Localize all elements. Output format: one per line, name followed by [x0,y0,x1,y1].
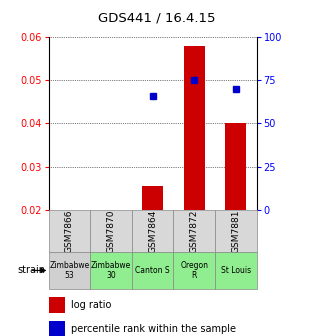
Text: Oregon
R: Oregon R [180,261,208,280]
Bar [90,210,132,252]
Text: percentile rank within the sample: percentile rank within the sample [71,324,236,334]
Text: Zimbabwe
53: Zimbabwe 53 [49,261,90,280]
Bar [49,210,90,252]
Bar [215,252,257,289]
Text: strain: strain [18,265,45,276]
Bar [215,210,257,252]
Bar [173,210,215,252]
Bar [49,252,90,289]
Bar [184,46,205,210]
Text: Zimbabwe
30: Zimbabwe 30 [91,261,131,280]
Bar [49,297,65,313]
Bar [142,186,163,210]
Text: GSM7864: GSM7864 [148,209,157,253]
Bar [132,252,173,289]
Text: log ratio: log ratio [71,300,112,310]
Text: GSM7881: GSM7881 [231,209,240,253]
Text: GSM7870: GSM7870 [106,209,115,253]
Bar [173,252,215,289]
Bar [225,123,246,210]
Bar [49,321,65,336]
Text: Canton S: Canton S [135,266,170,275]
Text: GDS441 / 16.4.15: GDS441 / 16.4.15 [98,12,215,25]
Text: GSM7872: GSM7872 [190,209,199,253]
Text: St Louis: St Louis [221,266,251,275]
Bar [132,210,173,252]
Text: GSM7866: GSM7866 [65,209,74,253]
Bar [90,252,132,289]
